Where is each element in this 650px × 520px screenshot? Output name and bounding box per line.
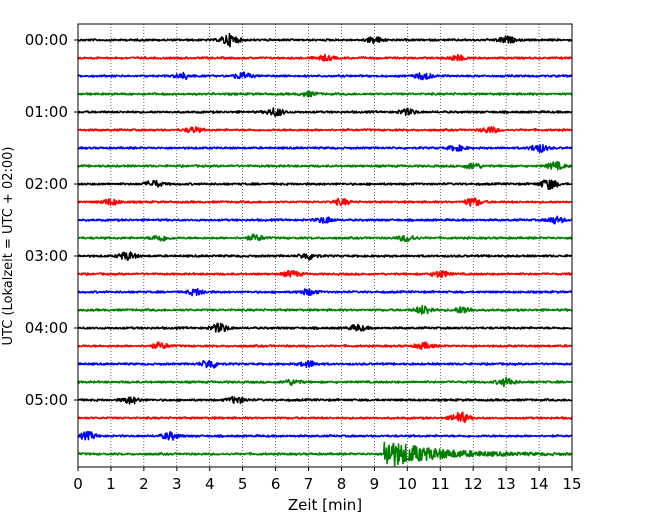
x-tick-label: 11 [431, 475, 450, 493]
trace-0415 [77, 341, 573, 350]
trace-0245 [77, 233, 573, 243]
trace-0230 [77, 215, 573, 225]
trace-0430 [77, 359, 573, 369]
y-axis-label: UTC (Lokalzeit = UTC + 02:00) [1, 147, 16, 346]
x-tick-label: 9 [370, 475, 380, 493]
y-tick-label: 01:00 [25, 103, 68, 121]
trace-0345 [77, 304, 573, 315]
trace-0130 [77, 144, 573, 154]
x-tick-label: 2 [139, 475, 149, 493]
trace-0445 [77, 376, 573, 388]
trace-0200 [77, 179, 573, 190]
x-tick-label: 8 [337, 475, 347, 493]
x-tick-label: 15 [562, 475, 581, 493]
trace-0330 [77, 287, 573, 297]
y-tick-label: 04:00 [25, 319, 68, 337]
trace-0530 [77, 430, 573, 441]
x-tick-label: 3 [172, 475, 182, 493]
trace-0315 [77, 269, 573, 279]
y-tick-label: 02:00 [25, 175, 68, 193]
y-tick-label: 00:00 [25, 31, 68, 49]
x-tick-label: 1 [106, 475, 116, 493]
trace-0515 [77, 411, 573, 424]
trace-0300 [77, 251, 573, 261]
x-ticks: 0 1 2 3 4 5 6 7 8 9 10 11 12 13 14 15 [73, 467, 582, 493]
trace-0500 [77, 395, 573, 405]
x-tick-label: 0 [73, 475, 83, 493]
trace-0030 [77, 71, 573, 81]
y-ticks: 00:00 01:00 02:00 03:00 04:00 05:00 [25, 31, 78, 409]
traces-layer [77, 32, 573, 467]
x-tick-label: 7 [304, 475, 314, 493]
y-tick-label: 05:00 [25, 391, 68, 409]
x-tick-label: 6 [271, 475, 281, 493]
x-tick-label: 14 [530, 475, 549, 493]
plot-frame [77, 23, 573, 468]
y-tick-label: 03:00 [25, 247, 68, 265]
x-tick-label: 5 [238, 475, 248, 493]
trace-0015 [77, 53, 573, 62]
trace-0400 [77, 322, 573, 333]
x-tick-label: 4 [205, 475, 215, 493]
x-tick-label: 12 [464, 475, 483, 493]
trace-0545 [77, 441, 573, 467]
grid-layer [110, 24, 540, 467]
x-tick-label: 10 [398, 475, 417, 493]
trace-0145 [77, 160, 573, 171]
trace-0000 [77, 32, 573, 48]
trace-0115 [77, 125, 573, 134]
trace-0045 [77, 90, 573, 98]
trace-0215 [77, 197, 573, 207]
x-tick-label: 13 [497, 475, 516, 493]
x-axis-label: Zeit [min] [288, 496, 362, 514]
trace-0100 [77, 107, 573, 117]
